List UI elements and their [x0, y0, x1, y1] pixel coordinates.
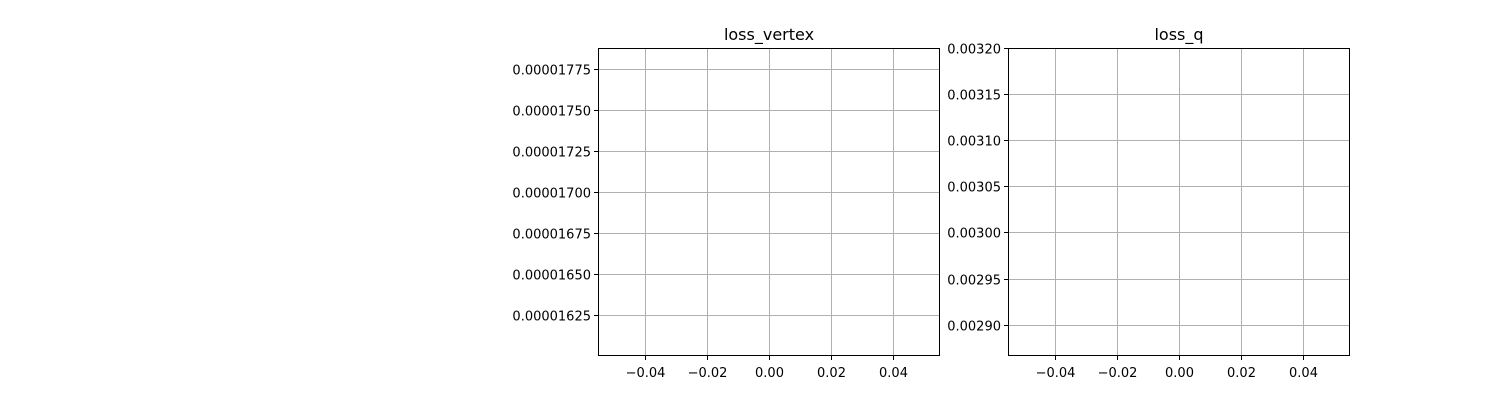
y-tick-label: 0.00001625 [512, 310, 591, 325]
y-tick-label: 0.00310 [947, 135, 1001, 150]
y-tick-label: 0.00300 [947, 227, 1001, 242]
x-tick-label: −0.02 [1098, 366, 1138, 381]
x-tick-label: 0.04 [1289, 366, 1318, 381]
x-tick-label: 0.02 [1227, 366, 1256, 381]
x-tick-label: −0.04 [1036, 366, 1076, 381]
x-tick-label: −0.02 [688, 366, 728, 381]
y-tick-label: 0.00290 [947, 320, 1001, 335]
chart-1: −0.04 −0.02 0.00 0.02 0.04 0.00290 0.00295 0.00… [947, 25, 1350, 381]
x-tick-label: 0.02 [817, 366, 846, 381]
x-tick-label: 0.00 [755, 366, 784, 381]
chart-title-0: loss_vertex [724, 25, 814, 45]
y-tick-label: 0.00295 [947, 274, 1001, 289]
y-tick-label: 0.00001725 [512, 146, 591, 161]
x-tick-label: 0.00 [1165, 366, 1194, 381]
y-tick-label: 0.00001775 [512, 64, 591, 79]
y-tick-label: 0.00315 [947, 89, 1001, 104]
plot-frame-1 [1008, 48, 1350, 356]
y-tick-label: 0.00001700 [512, 187, 591, 202]
y-tick-label: 0.00001750 [512, 105, 591, 120]
y-tick-label: 0.00001675 [512, 228, 591, 243]
y-tick-label: 0.00320 [947, 43, 1001, 58]
y-tick-label: 0.00305 [947, 181, 1001, 196]
chart-title-1: loss_q [1154, 25, 1203, 45]
x-tick-label: 0.04 [879, 366, 908, 381]
plot-frame-0 [598, 48, 940, 356]
chart-0: −0.04 −0.02 0.00 0.02 0.04 0.00001625 0.000016… [512, 25, 940, 381]
x-tick-label: −0.04 [626, 366, 666, 381]
y-tick-label: 0.00001650 [512, 269, 591, 284]
